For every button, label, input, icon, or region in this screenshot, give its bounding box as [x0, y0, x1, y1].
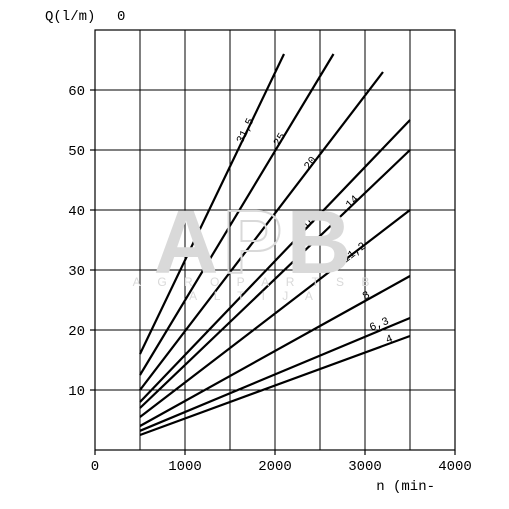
series-label: 31,5 [235, 117, 257, 146]
x-tick-label: 3000 [348, 459, 382, 475]
y-tick-label: 60 [68, 84, 85, 100]
x-tick-label: 2000 [258, 459, 292, 475]
y-tick-label: 50 [68, 144, 85, 160]
x-axis-label: n (min- [376, 479, 435, 495]
data-line [140, 54, 284, 354]
series-label: 14 [344, 193, 362, 211]
x-tick-label: 0 [91, 459, 99, 475]
x-tick-label: 1000 [168, 459, 202, 475]
y-tick-label: 40 [68, 204, 85, 220]
chart-container: APB A G R O P A R T S B A L T I J A 31,5… [0, 0, 509, 509]
y-axis-label: Q(l/m) [45, 9, 95, 25]
y-tick-label: 20 [68, 324, 85, 340]
y-tick-label: 30 [68, 264, 85, 280]
y-tick-label: 10 [68, 384, 85, 400]
y-axis-label-extra: 0 [117, 9, 125, 25]
x-tick-label: 4000 [438, 459, 472, 475]
data-line [140, 72, 383, 390]
data-line [140, 54, 334, 375]
flow-chart: 31,52520161411,286,340100020003000400010… [0, 0, 509, 509]
